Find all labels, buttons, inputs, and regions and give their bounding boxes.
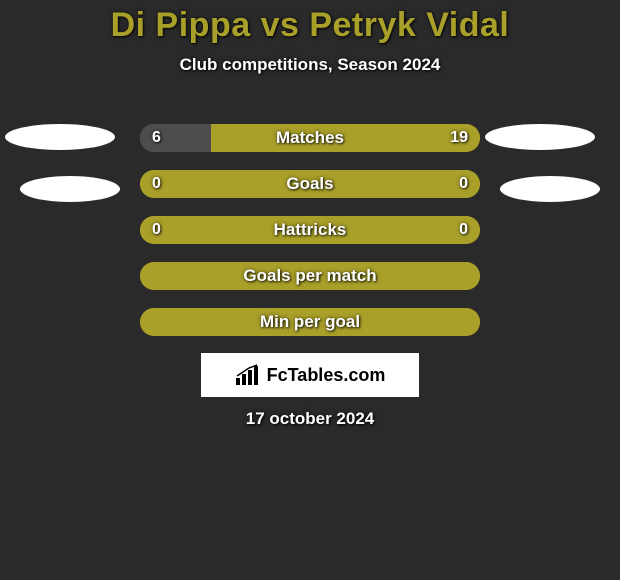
header: Di Pippa vs Petryk Vidal Club competitio… (0, 0, 620, 75)
team-badge (20, 176, 120, 202)
bar-label: Goals (140, 170, 480, 198)
bar-label: Min per goal (140, 308, 480, 336)
brand-box: FcTables.com (201, 353, 419, 397)
bar-label: Goals per match (140, 262, 480, 290)
team-badge (485, 124, 595, 150)
bar-label: Hattricks (140, 216, 480, 244)
team-badge (500, 176, 600, 202)
comparison-bars: 619Matches 00Goals 00Hattricks Goals per ma… (140, 124, 480, 354)
page-title: Di Pippa vs Petryk Vidal (0, 6, 620, 45)
bar-label: Matches (140, 124, 480, 152)
stat-bar: 00Goals (140, 170, 480, 198)
team-badge (5, 124, 115, 150)
stat-bar: Min per goal (140, 308, 480, 336)
stat-bar: Goals per match (140, 262, 480, 290)
date-line: 17 october 2024 (0, 409, 620, 429)
page-subtitle: Club competitions, Season 2024 (0, 55, 620, 75)
stat-bar: 619Matches (140, 124, 480, 152)
brand-text: FcTables.com (267, 365, 386, 386)
stat-bar: 00Hattricks (140, 216, 480, 244)
bars-icon (235, 364, 261, 386)
